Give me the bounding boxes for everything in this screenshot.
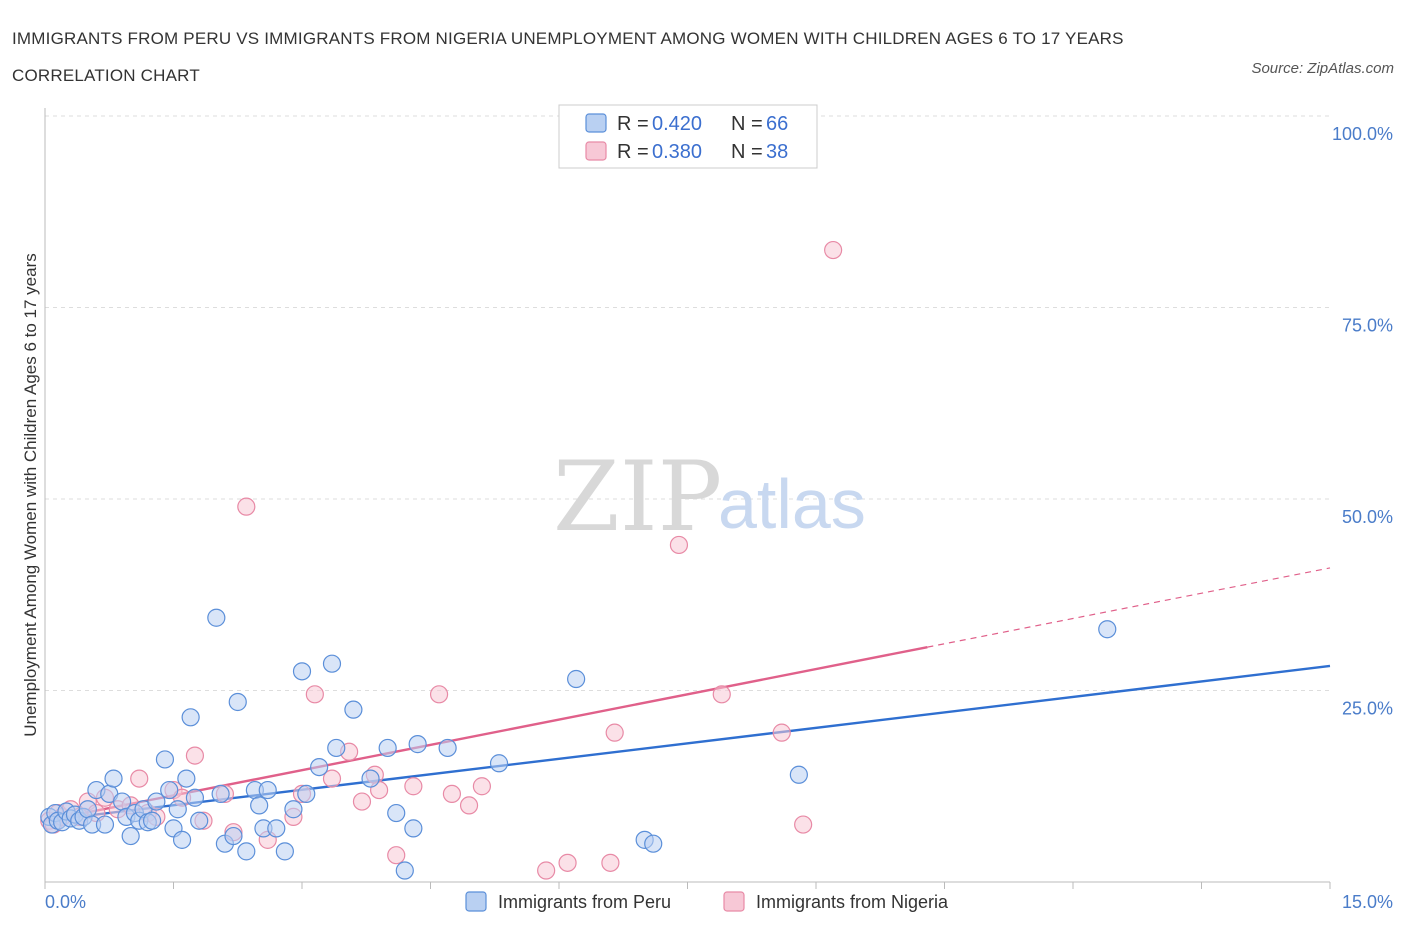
y-tick-label: 100.0% <box>1332 124 1393 144</box>
peru-point <box>438 738 457 758</box>
peru-point <box>250 796 269 815</box>
legend-swatch-peru <box>585 113 607 133</box>
trend-line-dashed <box>927 567 1331 648</box>
peru-point <box>258 780 277 800</box>
nigeria-point <box>824 240 843 260</box>
peru-point <box>224 826 243 846</box>
peru-point <box>207 608 226 627</box>
peru-point <box>142 811 162 830</box>
nigeria-point <box>669 535 689 555</box>
peru-point <box>284 800 303 819</box>
peru-point <box>160 780 179 800</box>
peru-point <box>327 738 346 758</box>
peru-point <box>644 834 663 853</box>
series-legend-swatch-peru <box>465 891 487 912</box>
peru-point <box>190 811 209 830</box>
nigeria-point <box>601 853 620 872</box>
watermark: ZIP atlas <box>553 441 866 553</box>
peru-point <box>322 654 342 673</box>
nigeria-point <box>472 777 491 796</box>
peru-point <box>267 819 286 838</box>
peru-point <box>228 692 247 712</box>
nigeria-point <box>459 796 479 815</box>
peru-point <box>211 784 230 804</box>
nigeria-point <box>352 792 372 811</box>
legend-r-label-nigeria: R = <box>617 141 649 163</box>
peru-point <box>181 708 200 727</box>
peru-point <box>172 830 192 849</box>
nigeria-point <box>322 769 342 788</box>
nigeria-point <box>185 746 205 765</box>
nigeria-point <box>429 685 449 704</box>
legend-r-value-nigeria: 0.380 <box>652 141 702 163</box>
peru-point <box>789 765 808 784</box>
y-tick-label: 50.0% <box>1342 507 1393 527</box>
peru-point <box>275 842 294 861</box>
trend-line-solid <box>44 664 1331 822</box>
y-tick-label: 75.0% <box>1342 316 1393 336</box>
peru-point <box>404 819 423 838</box>
data-points <box>40 240 1117 880</box>
nigeria-point <box>712 685 731 704</box>
x-tick-label: 0.0% <box>45 892 86 912</box>
y-tick-label: 25.0% <box>1342 699 1393 719</box>
peru-point <box>489 754 509 773</box>
peru-point <box>344 700 363 719</box>
legend-n-label-nigeria: N = <box>731 141 763 163</box>
peru-point <box>78 800 97 819</box>
nigeria-point <box>237 497 256 516</box>
peru-point <box>104 769 123 788</box>
legend-swatch-nigeria <box>585 141 607 161</box>
source-credit: Source: ZipAtlas.com <box>1251 60 1394 77</box>
peru-point <box>292 662 312 681</box>
grid-lines <box>45 115 1330 691</box>
nigeria-point <box>305 685 324 704</box>
peru-point <box>147 792 166 811</box>
peru-point <box>1098 620 1117 639</box>
x-tick-labels: 0.0% 15.0% <box>45 892 1393 912</box>
peru-point <box>95 815 115 834</box>
nigeria-point <box>558 853 577 872</box>
series-legend: Immigrants from Peru Immigrants from Nig… <box>465 891 949 912</box>
peru-point <box>378 738 397 758</box>
x-tick-label: 15.0% <box>1342 892 1393 912</box>
watermark-atlas: atlas <box>718 465 866 543</box>
legend-r-label-peru: R = <box>617 113 649 135</box>
legend-n-value-nigeria: 38 <box>766 141 788 163</box>
nigeria-point <box>794 815 813 834</box>
stats-legend: R = 0.420 N = 66 R = 0.380 N = 38 <box>558 104 818 169</box>
series-legend-label-peru: Immigrants from Peru <box>498 892 671 912</box>
peru-point <box>567 669 586 689</box>
peru-point <box>185 788 205 807</box>
nigeria-point <box>387 846 406 865</box>
peru-point <box>395 861 414 880</box>
axes <box>44 108 1331 889</box>
peru-point <box>297 784 316 804</box>
peru-point <box>237 842 256 861</box>
peru-point <box>155 750 175 769</box>
legend-n-value-peru: 66 <box>766 113 788 135</box>
y-axis-label: Unemployment Among Women with Children A… <box>21 253 40 737</box>
peru-point <box>177 769 196 788</box>
nigeria-point <box>404 777 423 796</box>
peru-point <box>121 826 140 846</box>
nigeria-point <box>537 861 556 880</box>
y-tick-labels: 25.0% 50.0% 75.0% 100.0% <box>1332 124 1393 719</box>
peru-point <box>361 769 380 788</box>
nigeria-point <box>130 769 149 788</box>
legend-n-label-peru: N = <box>731 113 763 135</box>
watermark-zip: ZIP <box>553 441 722 553</box>
peru-point <box>408 735 427 754</box>
peru-point <box>387 803 406 823</box>
nigeria-point <box>442 784 462 804</box>
peru-point <box>310 757 329 777</box>
legend-r-value-peru: 0.420 <box>652 113 702 135</box>
series-legend-swatch-nigeria <box>723 891 745 912</box>
chart-title: IMMIGRANTS FROM PERU VS IMMIGRANTS FROM … <box>12 29 1124 85</box>
peru-point <box>168 800 187 819</box>
nigeria-point <box>772 723 791 742</box>
nigeria-point <box>605 723 624 742</box>
series-legend-label-nigeria: Immigrants from Nigeria <box>756 892 949 912</box>
